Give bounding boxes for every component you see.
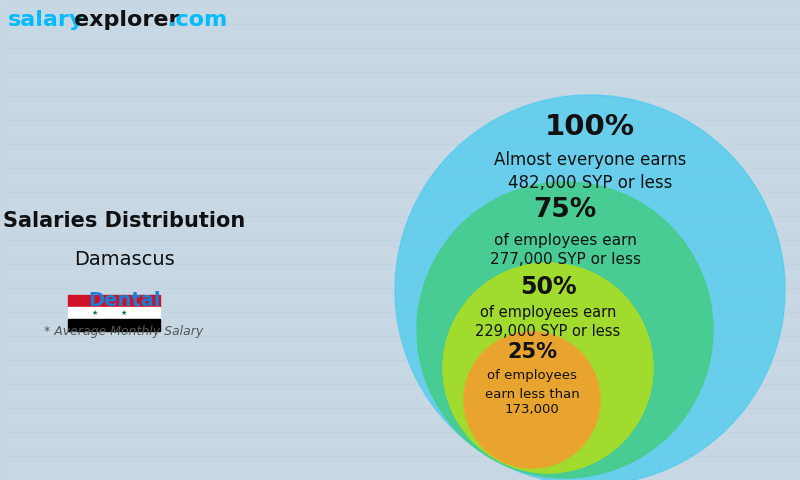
Bar <box>0 336 800 360</box>
Text: ★: ★ <box>91 310 98 316</box>
Text: earn less than: earn less than <box>485 387 579 400</box>
Text: salary: salary <box>8 10 84 30</box>
Bar <box>0 312 800 336</box>
Bar <box>0 216 800 240</box>
Text: 50%: 50% <box>520 275 576 299</box>
Text: 229,000 SYP or less: 229,000 SYP or less <box>475 324 621 338</box>
Text: 75%: 75% <box>534 197 597 223</box>
Text: * Average Monthly Salary: * Average Monthly Salary <box>44 324 204 338</box>
Circle shape <box>395 95 785 480</box>
Bar <box>68 319 160 331</box>
Bar <box>0 48 800 72</box>
Bar <box>0 168 800 192</box>
Text: 25%: 25% <box>507 342 557 362</box>
Bar <box>0 120 800 144</box>
Bar <box>0 144 800 168</box>
Text: 173,000: 173,000 <box>505 404 559 417</box>
Text: 100%: 100% <box>545 113 635 141</box>
Bar <box>0 384 800 408</box>
Circle shape <box>464 332 600 468</box>
Circle shape <box>417 182 713 478</box>
Bar <box>0 192 800 216</box>
Bar <box>0 72 800 96</box>
Bar <box>0 96 800 120</box>
Text: Salaries Distribution: Salaries Distribution <box>3 211 245 231</box>
Text: Damascus: Damascus <box>74 250 174 269</box>
Text: Almost everyone earns: Almost everyone earns <box>494 151 686 169</box>
Text: Dental: Dental <box>88 290 160 310</box>
Bar <box>0 264 800 288</box>
Text: .com: .com <box>168 10 228 30</box>
Text: of employees earn: of employees earn <box>494 232 637 248</box>
Circle shape <box>443 263 653 473</box>
Bar <box>68 295 160 307</box>
Text: of employees earn: of employees earn <box>480 305 616 321</box>
Bar <box>0 360 800 384</box>
Bar <box>0 24 800 48</box>
Text: of employees: of employees <box>487 370 577 383</box>
Bar <box>0 432 800 456</box>
Text: explorer: explorer <box>74 10 179 30</box>
Text: 482,000 SYP or less: 482,000 SYP or less <box>508 174 672 192</box>
Bar <box>0 0 800 24</box>
Bar <box>0 456 800 480</box>
Bar <box>0 408 800 432</box>
Bar <box>0 240 800 264</box>
Text: 277,000 SYP or less: 277,000 SYP or less <box>490 252 641 267</box>
Bar <box>68 307 160 319</box>
Bar <box>0 288 800 312</box>
Text: ★: ★ <box>121 310 127 316</box>
